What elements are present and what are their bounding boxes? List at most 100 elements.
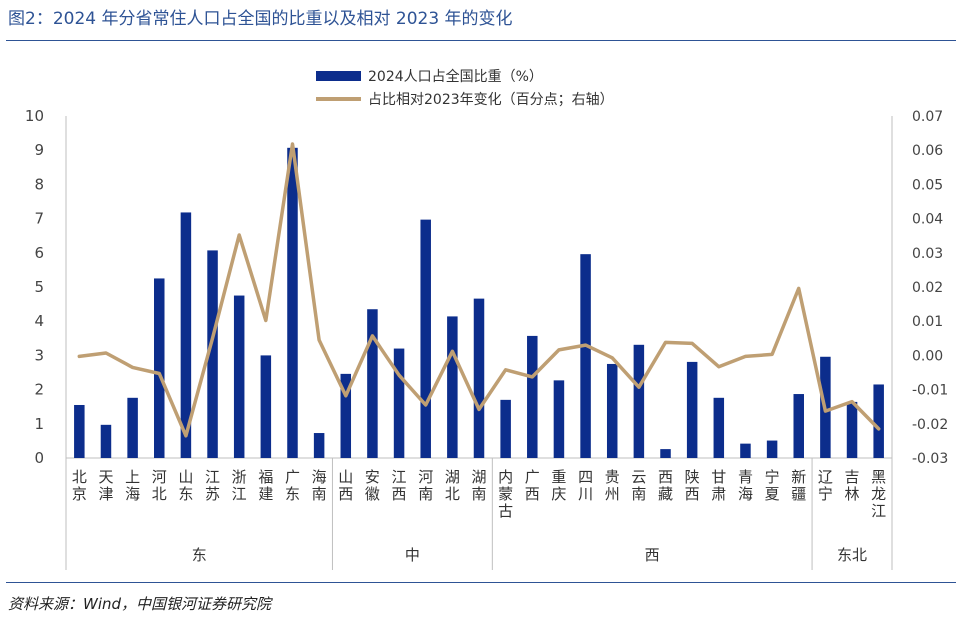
x-tick-label: 山西 bbox=[338, 468, 353, 503]
left-axis-ticks: 0 1 2 3 4 5 6 7 8 9 10 bbox=[25, 107, 44, 467]
bar-series bbox=[74, 147, 884, 458]
change-line bbox=[77, 142, 881, 438]
bar bbox=[473, 298, 485, 458]
bar bbox=[260, 355, 272, 458]
right-axis-ticks: -0.03 -0.02 -0.01 0.00 0.01 0.02 0.03 0.04 0.05 0… bbox=[912, 109, 948, 467]
right-tick-label: 0.05 bbox=[912, 177, 943, 193]
bar bbox=[313, 433, 325, 458]
source-rule bbox=[6, 582, 956, 583]
x-axis-labels: 北京天津上海河北山东江苏浙江福建广东海南山西安徽江西河南湖北湖南内蒙古广西重庆四… bbox=[72, 468, 886, 520]
bar bbox=[713, 397, 725, 458]
bar bbox=[74, 404, 85, 458]
line-series bbox=[77, 142, 881, 438]
bar bbox=[527, 335, 538, 458]
bar bbox=[606, 363, 618, 458]
x-tick-label: 北京 bbox=[72, 468, 87, 503]
bar bbox=[154, 278, 165, 458]
left-tick-label: 1 bbox=[34, 415, 44, 433]
left-tick-label: 9 bbox=[34, 141, 44, 159]
group-label: 西 bbox=[645, 546, 660, 564]
figure-title: 图2：2024 年分省常住人口占全国的比重以及相对 2023 年的变化 bbox=[8, 9, 513, 29]
x-tick-label: 广东 bbox=[285, 468, 300, 503]
x-tick-label: 陕西 bbox=[685, 468, 700, 503]
left-tick-label: 3 bbox=[34, 346, 44, 364]
left-tick-label: 7 bbox=[34, 210, 44, 228]
x-tick-label: 新疆 bbox=[791, 468, 806, 503]
x-tick-label: 上海 bbox=[125, 468, 140, 503]
source-note: 资料来源：Wind，中国银河证券研究院 bbox=[8, 595, 272, 613]
x-tick-label: 江苏 bbox=[205, 468, 220, 503]
right-tick-label: 0.04 bbox=[912, 212, 943, 228]
x-tick-label: 四川 bbox=[578, 468, 593, 503]
region-groups: 东 中 西 东北 bbox=[65, 458, 893, 570]
right-tick-label: 0.03 bbox=[912, 246, 943, 262]
right-tick-label: -0.02 bbox=[912, 417, 948, 433]
x-tick-label: 山东 bbox=[178, 468, 193, 503]
bar bbox=[686, 361, 698, 458]
right-tick-label: 0.02 bbox=[912, 280, 943, 296]
legend: 2024人口占全国比重（%） 占比相对2023年变化（百分点；右轴） bbox=[316, 68, 614, 108]
x-tick-label: 天津 bbox=[98, 468, 113, 503]
bar bbox=[500, 399, 511, 458]
x-tick-label: 西藏 bbox=[658, 468, 673, 503]
bar bbox=[793, 394, 804, 458]
right-tick-label: 0.06 bbox=[912, 143, 943, 159]
x-tick-label: 福建 bbox=[258, 468, 273, 503]
left-tick-label: 4 bbox=[34, 312, 44, 330]
bar bbox=[287, 147, 298, 458]
bar bbox=[180, 212, 192, 458]
bar bbox=[633, 344, 645, 458]
bar bbox=[100, 424, 112, 458]
bar bbox=[207, 250, 218, 458]
x-tick-label: 河北 bbox=[152, 468, 167, 503]
left-tick-label: 0 bbox=[34, 449, 44, 467]
x-tick-label: 河南 bbox=[418, 468, 433, 503]
bar bbox=[873, 384, 884, 458]
group-label: 中 bbox=[405, 546, 420, 564]
bar bbox=[580, 254, 591, 458]
bar bbox=[846, 401, 858, 458]
x-tick-label: 海南 bbox=[312, 468, 327, 503]
x-tick-label: 宁夏 bbox=[765, 468, 780, 503]
x-tick-label: 湖北 bbox=[445, 468, 460, 503]
bar bbox=[367, 309, 378, 458]
bar bbox=[553, 380, 565, 458]
x-tick-label: 甘肃 bbox=[711, 468, 726, 503]
right-tick-label: 0.00 bbox=[912, 348, 943, 364]
group-label: 东 bbox=[192, 546, 207, 564]
x-tick-label: 吉林 bbox=[845, 468, 860, 503]
bar bbox=[393, 348, 405, 458]
x-tick-label: 青海 bbox=[738, 468, 753, 503]
left-tick-label: 2 bbox=[34, 381, 44, 399]
x-tick-label: 内蒙古 bbox=[498, 468, 513, 520]
legend-bar-swatch bbox=[316, 71, 361, 81]
x-tick-label: 贵州 bbox=[605, 468, 620, 503]
right-tick-label: 0.01 bbox=[912, 314, 943, 330]
bar bbox=[766, 440, 778, 458]
bar bbox=[740, 443, 751, 458]
x-tick-label: 湖南 bbox=[471, 468, 486, 503]
right-tick-label: 0.07 bbox=[912, 109, 943, 125]
left-tick-label: 5 bbox=[34, 278, 44, 296]
title-rule bbox=[6, 40, 956, 41]
group-label: 东北 bbox=[837, 546, 867, 564]
x-tick-label: 重庆 bbox=[551, 468, 566, 503]
right-tick-label: -0.03 bbox=[912, 451, 948, 467]
x-tick-label: 安徽 bbox=[365, 468, 380, 503]
bar bbox=[127, 397, 138, 458]
legend-bar-label: 2024人口占全国比重（%） bbox=[368, 68, 543, 85]
chart: 2024人口占全国比重（%） 占比相对2023年变化（百分点；右轴） 0 1 2 3 4… bbox=[25, 68, 948, 570]
x-tick-label: 广西 bbox=[525, 468, 540, 503]
left-tick-label: 8 bbox=[34, 175, 44, 193]
bar bbox=[660, 449, 671, 458]
x-tick-label: 浙江 bbox=[232, 468, 247, 503]
x-tick-label: 黑龙江 bbox=[871, 468, 886, 520]
x-tick-label: 辽宁 bbox=[818, 468, 833, 503]
legend-line-label: 占比相对2023年变化（百分点；右轴） bbox=[368, 92, 614, 108]
left-tick-label: 10 bbox=[25, 107, 44, 125]
x-tick-label: 江西 bbox=[392, 468, 407, 503]
bar bbox=[233, 295, 245, 458]
bar bbox=[420, 219, 431, 458]
bar bbox=[340, 373, 352, 458]
bar bbox=[447, 316, 458, 458]
